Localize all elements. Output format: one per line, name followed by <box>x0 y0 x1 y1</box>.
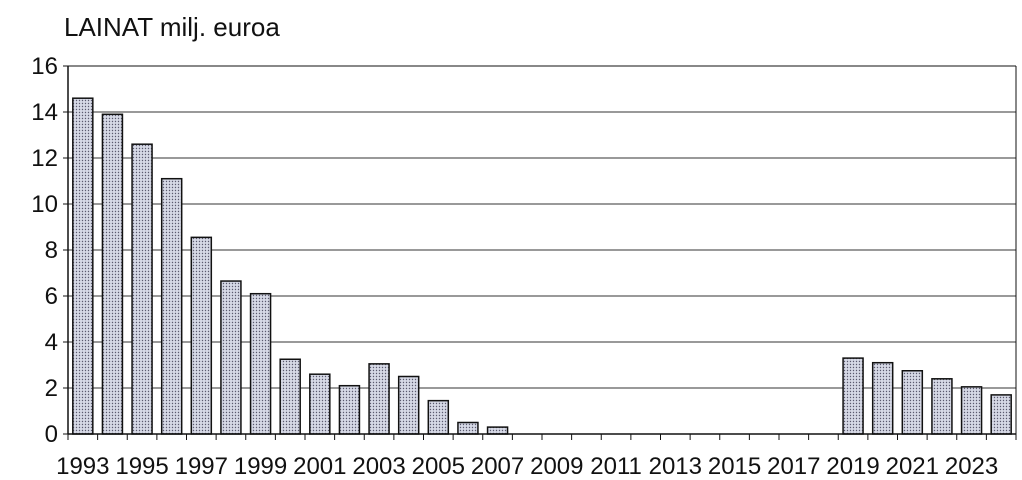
x-tick-label: 2003 <box>352 453 405 480</box>
bar-2020 <box>871 361 894 435</box>
bar-1999 <box>249 292 272 435</box>
x-tick-label: 2015 <box>708 453 761 480</box>
bar-1997 <box>190 236 213 435</box>
y-tick-label: 0 <box>45 421 58 448</box>
y-tick-label: 6 <box>45 283 58 310</box>
y-tick-labels: 0 2 4 6 8 10 12 14 16 <box>31 53 58 448</box>
y-tick-label: 2 <box>45 375 58 402</box>
y-tick-label: 8 <box>45 237 58 264</box>
x-tick-labels: 1993 1995 1997 1999 2001 2003 2005 2007 2009 2011… <box>56 453 998 480</box>
bar-2023 <box>960 386 983 435</box>
bar-2022 <box>931 378 953 435</box>
bar-2001 <box>309 373 331 435</box>
bar-2000 <box>279 358 301 435</box>
x-tick-label: 2019 <box>826 453 879 480</box>
x-tick-label: 1993 <box>56 453 109 480</box>
x-tick-label: 2011 <box>590 453 642 480</box>
bar-2021 <box>901 370 924 435</box>
x-tick-label: 1999 <box>234 453 287 480</box>
x-tick-label: 2009 <box>530 453 583 480</box>
bar-2004 <box>397 375 420 435</box>
bar-1994 <box>101 113 124 435</box>
bar-2005 <box>427 399 450 435</box>
x-tick-label: 1995 <box>115 453 168 480</box>
x-tick-label: 2021 <box>886 453 939 480</box>
bar-1993 <box>72 97 94 435</box>
chart-title: LAINAT milj. euroa <box>64 12 280 42</box>
bar-2002 <box>338 384 361 435</box>
bar-1998 <box>220 280 242 435</box>
x-tick-label: 2001 <box>293 453 346 480</box>
bar-1995 <box>131 143 153 435</box>
y-tick-label: 10 <box>31 191 58 218</box>
x-tick-label: 2023 <box>945 453 998 480</box>
y-tick-label: 4 <box>45 329 58 356</box>
bar-2024 <box>990 394 1012 435</box>
x-tick-label: 2007 <box>471 453 524 480</box>
x-tick-label: 2005 <box>412 453 465 480</box>
bar-2006 <box>457 421 479 435</box>
x-tick-label: 2013 <box>649 453 702 480</box>
y-tick-label: 14 <box>31 99 58 126</box>
x-tick-label: 1997 <box>175 453 228 480</box>
bars <box>72 97 1012 435</box>
axes <box>63 65 1017 440</box>
bar-2019 <box>842 357 864 435</box>
bar-1996 <box>160 177 183 435</box>
bar-2003 <box>368 363 390 435</box>
x-tick-label: 2017 <box>767 453 820 480</box>
bar-2007 <box>486 426 509 435</box>
y-tick-label: 16 <box>31 53 58 80</box>
y-tick-label: 12 <box>31 145 58 172</box>
